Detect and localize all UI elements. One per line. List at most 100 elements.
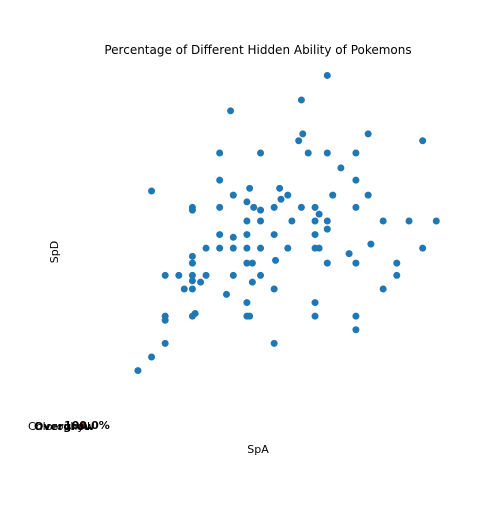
point — [216, 244, 224, 252]
point — [148, 187, 156, 195]
point — [393, 271, 401, 279]
point — [216, 231, 224, 239]
point — [299, 130, 307, 138]
point — [148, 353, 156, 361]
point — [188, 285, 196, 293]
point — [352, 176, 360, 184]
point — [229, 191, 237, 199]
point — [393, 259, 401, 267]
point — [311, 312, 319, 320]
point — [188, 206, 196, 214]
y-axis-label: SpD — [48, 241, 61, 263]
point — [329, 191, 337, 199]
point — [161, 271, 169, 279]
point — [315, 244, 323, 252]
point — [352, 203, 360, 211]
point — [364, 191, 372, 199]
point — [364, 130, 372, 138]
chart-title: Percentage of Different Hidden Ability o… — [104, 43, 411, 57]
point — [311, 217, 319, 225]
point — [250, 203, 258, 211]
point — [246, 184, 254, 192]
point — [229, 244, 237, 252]
point — [323, 149, 331, 157]
point — [270, 285, 278, 293]
annotation: Overgrow — [34, 420, 94, 433]
point — [323, 259, 331, 267]
point — [229, 271, 237, 279]
point — [270, 231, 278, 239]
point — [248, 278, 256, 286]
point — [243, 299, 251, 307]
point — [246, 312, 254, 320]
point — [202, 244, 210, 252]
point — [297, 96, 305, 104]
annotation: Chlorophyll — [28, 420, 90, 433]
point — [257, 217, 265, 225]
point — [227, 107, 235, 115]
point — [405, 217, 413, 225]
point — [323, 225, 331, 233]
point — [243, 217, 251, 225]
point — [216, 203, 224, 211]
point — [197, 278, 205, 286]
point — [257, 149, 265, 157]
point — [134, 367, 142, 375]
point — [243, 231, 251, 239]
point — [188, 277, 196, 285]
point — [419, 244, 427, 252]
point — [352, 259, 360, 267]
point — [216, 149, 224, 157]
pie-wedge — [80, 422, 86, 428]
point — [297, 203, 305, 211]
point — [419, 137, 427, 145]
point — [337, 164, 345, 172]
point — [229, 233, 237, 241]
point — [352, 149, 360, 157]
point — [323, 71, 331, 79]
point — [272, 256, 280, 264]
point — [188, 271, 196, 279]
point — [248, 259, 256, 267]
point — [202, 271, 210, 279]
point — [432, 217, 440, 225]
point — [367, 240, 375, 248]
point — [352, 326, 360, 334]
point — [295, 137, 303, 145]
point — [379, 217, 387, 225]
point — [311, 299, 319, 307]
point — [161, 316, 169, 324]
point — [191, 309, 199, 317]
point — [216, 176, 224, 184]
point — [257, 271, 265, 279]
point — [284, 244, 292, 252]
point — [311, 203, 319, 211]
point — [345, 250, 353, 258]
point — [379, 285, 387, 293]
point — [175, 271, 183, 279]
point — [304, 149, 312, 157]
point — [257, 206, 265, 214]
point — [277, 195, 285, 203]
point — [352, 312, 360, 320]
point — [161, 339, 169, 347]
point — [188, 259, 196, 267]
point — [270, 339, 278, 347]
x-axis-label: SpA — [247, 443, 269, 456]
point — [243, 198, 251, 206]
point — [270, 203, 278, 211]
point — [188, 252, 196, 260]
point — [243, 244, 251, 252]
point — [180, 285, 188, 293]
point — [311, 231, 319, 239]
point — [323, 217, 331, 225]
annotation: 100.0% — [64, 419, 110, 432]
point — [276, 184, 284, 192]
point — [222, 290, 230, 298]
point — [243, 259, 251, 267]
point — [315, 210, 323, 218]
point — [284, 191, 292, 199]
point — [288, 217, 296, 225]
